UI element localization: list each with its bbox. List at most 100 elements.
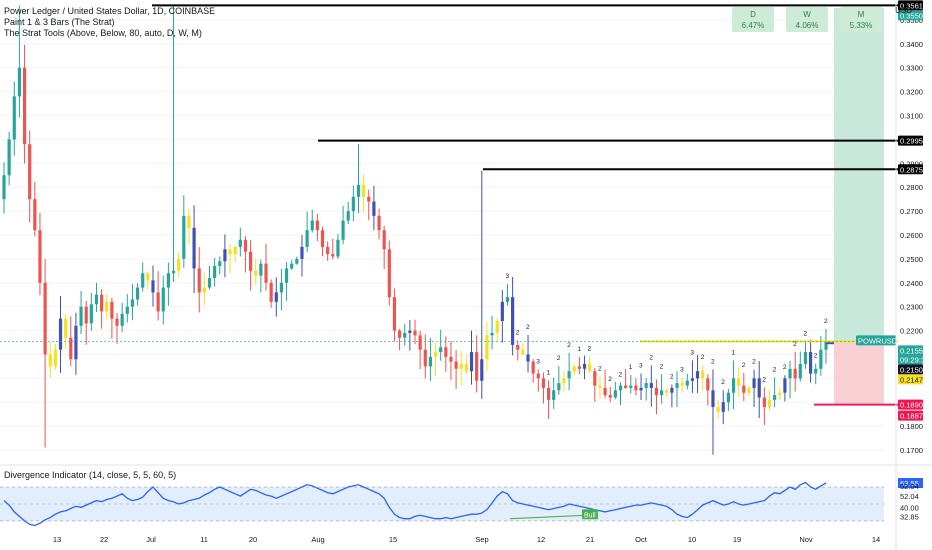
price-label-bg bbox=[898, 10, 923, 21]
osc-last-bg bbox=[898, 478, 923, 489]
x-tick-label: 10 bbox=[688, 535, 696, 544]
x-tick-label: 13 bbox=[53, 535, 61, 544]
candle-body bbox=[197, 268, 201, 293]
candle-body bbox=[125, 306, 129, 314]
candle-body bbox=[218, 261, 222, 267]
strat-bar-label: 3 bbox=[536, 358, 540, 365]
candle-body bbox=[742, 385, 746, 393]
candle-body bbox=[546, 387, 551, 400]
candle-body bbox=[403, 332, 407, 338]
y-tick-label: 0.1700 bbox=[900, 446, 923, 455]
strat-bar-label: 2 bbox=[773, 366, 777, 373]
strat-bar-label: 2 bbox=[649, 354, 653, 361]
candle-body bbox=[819, 349, 823, 369]
candle-body bbox=[320, 230, 325, 247]
candle-body bbox=[115, 318, 119, 326]
price-label: 0.3561 bbox=[900, 1, 923, 10]
strat-bar-label: 2 bbox=[660, 363, 664, 370]
candle-body bbox=[593, 371, 597, 386]
candle-body bbox=[146, 273, 150, 281]
candle-body bbox=[803, 352, 808, 365]
tf-label: W bbox=[803, 10, 811, 19]
strat-bar-label: 2 bbox=[670, 374, 674, 381]
candle-body bbox=[454, 361, 458, 369]
candle-body bbox=[639, 387, 643, 391]
candle-body bbox=[279, 282, 284, 293]
candle-body bbox=[577, 366, 581, 369]
candle-body bbox=[295, 258, 299, 264]
candle-body bbox=[377, 215, 381, 231]
candle-body bbox=[706, 378, 710, 391]
candle-body bbox=[84, 306, 88, 324]
candle-body bbox=[202, 287, 206, 293]
candle-body bbox=[33, 199, 37, 231]
candle-body bbox=[259, 263, 263, 276]
candle-body bbox=[79, 306, 83, 326]
price-label-bg bbox=[898, 410, 923, 421]
strat-bar-label: 2 bbox=[608, 376, 612, 383]
candle-body bbox=[731, 378, 736, 393]
candle-body bbox=[690, 378, 695, 381]
candle-body bbox=[814, 368, 818, 374]
candle-body bbox=[151, 280, 155, 293]
x-tick-label: 22 bbox=[100, 535, 108, 544]
candle-body bbox=[284, 268, 289, 283]
candle-body bbox=[629, 385, 633, 388]
candle-body bbox=[105, 301, 109, 312]
price-label: 09:29:36 bbox=[900, 355, 929, 364]
indicator-strat-tools[interactable]: The Strat Tools (Above, Below, 80, auto,… bbox=[4, 28, 202, 38]
candle-body bbox=[798, 364, 802, 379]
candle-body bbox=[649, 383, 653, 388]
candle-body bbox=[274, 292, 278, 302]
strat-bar-label: 2 bbox=[526, 324, 530, 331]
candle-body bbox=[120, 313, 124, 326]
x-tick-label: 12 bbox=[537, 535, 545, 544]
osc-tick-label: 63.55 bbox=[900, 479, 919, 488]
candle-body bbox=[480, 359, 484, 381]
price-label-bg bbox=[898, 345, 923, 356]
candle-body bbox=[382, 230, 386, 250]
indicator-paint-bars[interactable]: Paint 1 & 3 Bars (The Strat) bbox=[4, 17, 115, 27]
candle-body bbox=[675, 383, 679, 388]
price-label: 0.2155 bbox=[900, 346, 923, 355]
candle-body bbox=[249, 251, 253, 271]
candle-body bbox=[290, 263, 294, 269]
tf-pct: 5.33% bbox=[849, 21, 873, 30]
strat-bar-label: 2 bbox=[588, 346, 592, 353]
strat-bar-label: 1 bbox=[629, 364, 633, 371]
candle-body bbox=[588, 364, 592, 372]
candle-body bbox=[187, 215, 191, 228]
candle-body bbox=[300, 246, 304, 259]
candle-body bbox=[331, 254, 335, 257]
price-label-bg bbox=[898, 374, 923, 385]
candle-body bbox=[737, 378, 741, 386]
candle-body bbox=[618, 385, 623, 391]
candle-body bbox=[171, 270, 176, 274]
y-tick-label: 0.2200 bbox=[900, 327, 923, 336]
strat-bar-label: 2 bbox=[557, 355, 561, 362]
candle-body bbox=[521, 349, 525, 355]
x-tick-label: 11 bbox=[200, 535, 208, 544]
y-tick-label: 0.2800 bbox=[900, 183, 923, 192]
candle-body bbox=[531, 361, 535, 374]
candle-body bbox=[793, 368, 797, 379]
candle-body bbox=[326, 246, 330, 255]
symbol-title[interactable]: Power Ledger / United States Dollar, 1D,… bbox=[4, 6, 216, 16]
price-label-bg bbox=[898, 0, 923, 11]
candle-body bbox=[726, 392, 730, 403]
strat-bar-label: 2 bbox=[742, 362, 746, 369]
candle-body bbox=[808, 352, 813, 374]
candle-body bbox=[38, 230, 42, 283]
indicator-divergence[interactable]: Divergence Indicator (14, close, 5, 5, 6… bbox=[4, 470, 177, 480]
strat-bar-label: 2 bbox=[793, 341, 797, 348]
candle-body bbox=[177, 258, 181, 271]
x-tick-label: Sep bbox=[475, 535, 488, 544]
price-label-bg bbox=[856, 335, 896, 346]
candle-body bbox=[449, 356, 453, 362]
tf-box-weekly: W 4.06% bbox=[786, 7, 828, 32]
candle-body bbox=[43, 282, 47, 355]
strat-bar-label: 3 bbox=[505, 273, 509, 280]
strat-bar-label: 2 bbox=[721, 379, 725, 386]
price-label-bg bbox=[898, 364, 923, 375]
